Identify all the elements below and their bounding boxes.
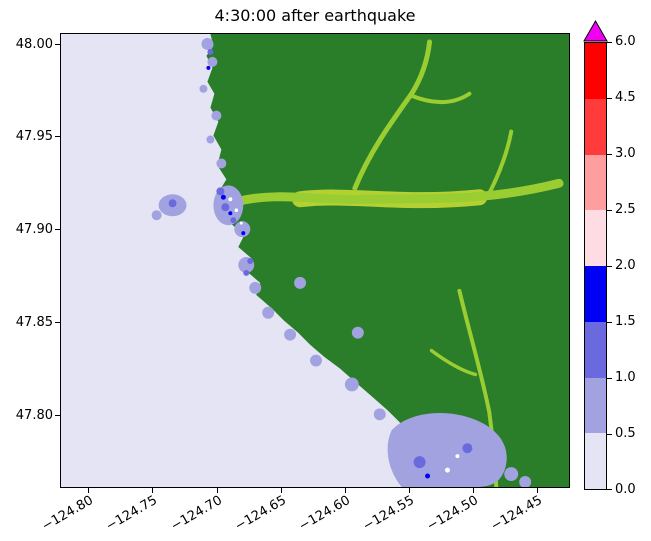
colorbar-tick-label: 4.5 [615, 90, 636, 105]
inundation-deep-patches [206, 65, 431, 479]
colorbar-segment [585, 433, 606, 489]
x-axis-tick [217, 488, 218, 493]
colorbar-segment [585, 43, 606, 99]
colorbar-over-arrow [583, 19, 608, 42]
inundation-light-patches [151, 37, 532, 487]
x-tick-label: −124.60 [296, 493, 353, 535]
y-axis-tick [55, 229, 60, 230]
x-tick-label: −124.70 [168, 493, 225, 535]
colorbar-tick-label: 2.0 [615, 258, 636, 273]
colorbar-tick-label: 0.0 [615, 482, 636, 497]
land-area [206, 34, 569, 487]
x-axis-tick [152, 488, 153, 493]
x-axis-tick [88, 488, 89, 493]
colorbar-segment [585, 210, 606, 266]
southern-fork [429, 348, 478, 377]
colorbar-segment [585, 377, 606, 434]
y-axis-tick [55, 322, 60, 323]
map-plot [60, 33, 570, 488]
colorbar-tick [607, 434, 612, 435]
northeast-fork [409, 91, 472, 105]
colorbar-tick-label: 3.0 [615, 146, 636, 161]
x-tick-label: −124.55 [360, 493, 417, 535]
x-axis-tick [537, 488, 538, 493]
colorbar-segment [585, 154, 606, 211]
colorbar-tick [607, 378, 612, 379]
colorbar-tick-label: 1.0 [615, 370, 636, 385]
estuary-white-speckles [228, 197, 460, 473]
y-axis-tick [55, 415, 60, 416]
colorbar-tick-label: 0.5 [615, 426, 636, 441]
colorbar-tick [607, 210, 612, 211]
y-axis-tick [55, 44, 60, 45]
x-tick-label: −124.80 [39, 493, 96, 535]
chart-title: 4:30:00 after earthquake [214, 6, 416, 25]
y-axis-tick [55, 136, 60, 137]
y-tick-label: 47.95 [15, 129, 53, 144]
x-axis-tick [473, 488, 474, 493]
x-axis-tick [409, 488, 410, 493]
southern-inundation-patch [387, 412, 507, 487]
colorbar-tick-label: 6.0 [615, 34, 636, 49]
x-tick-label: −124.75 [103, 493, 160, 535]
y-tick-label: 47.80 [15, 408, 53, 423]
y-tick-label: 48.00 [15, 37, 53, 52]
colorbar-tick-label: 1.5 [615, 314, 636, 329]
colorbar [584, 42, 607, 490]
x-tick-label: −124.65 [232, 493, 289, 535]
colorbar-tick [607, 266, 612, 267]
colorbar-tick [607, 98, 612, 99]
x-tick-label: −124.50 [424, 493, 481, 535]
colorbar-tick [607, 42, 612, 43]
colorbar-segment [585, 98, 606, 155]
colorbar-tick-label: 2.5 [615, 202, 636, 217]
y-tick-label: 47.90 [15, 222, 53, 237]
northeast-branch [352, 39, 433, 191]
colorbar-segment [585, 321, 606, 378]
colorbar-tick [607, 154, 612, 155]
y-tick-label: 47.85 [15, 315, 53, 330]
x-tick-label: −124.45 [488, 493, 545, 535]
colorbar-tick [607, 322, 612, 323]
colorbar-tick [607, 489, 612, 490]
x-axis-tick [345, 488, 346, 493]
estuary-main-river [233, 178, 564, 206]
colorbar-segment [585, 266, 606, 322]
x-axis-tick [281, 488, 282, 493]
map-svg [61, 34, 569, 487]
inundation-medium-patches [168, 48, 473, 469]
east-branch [487, 129, 514, 196]
